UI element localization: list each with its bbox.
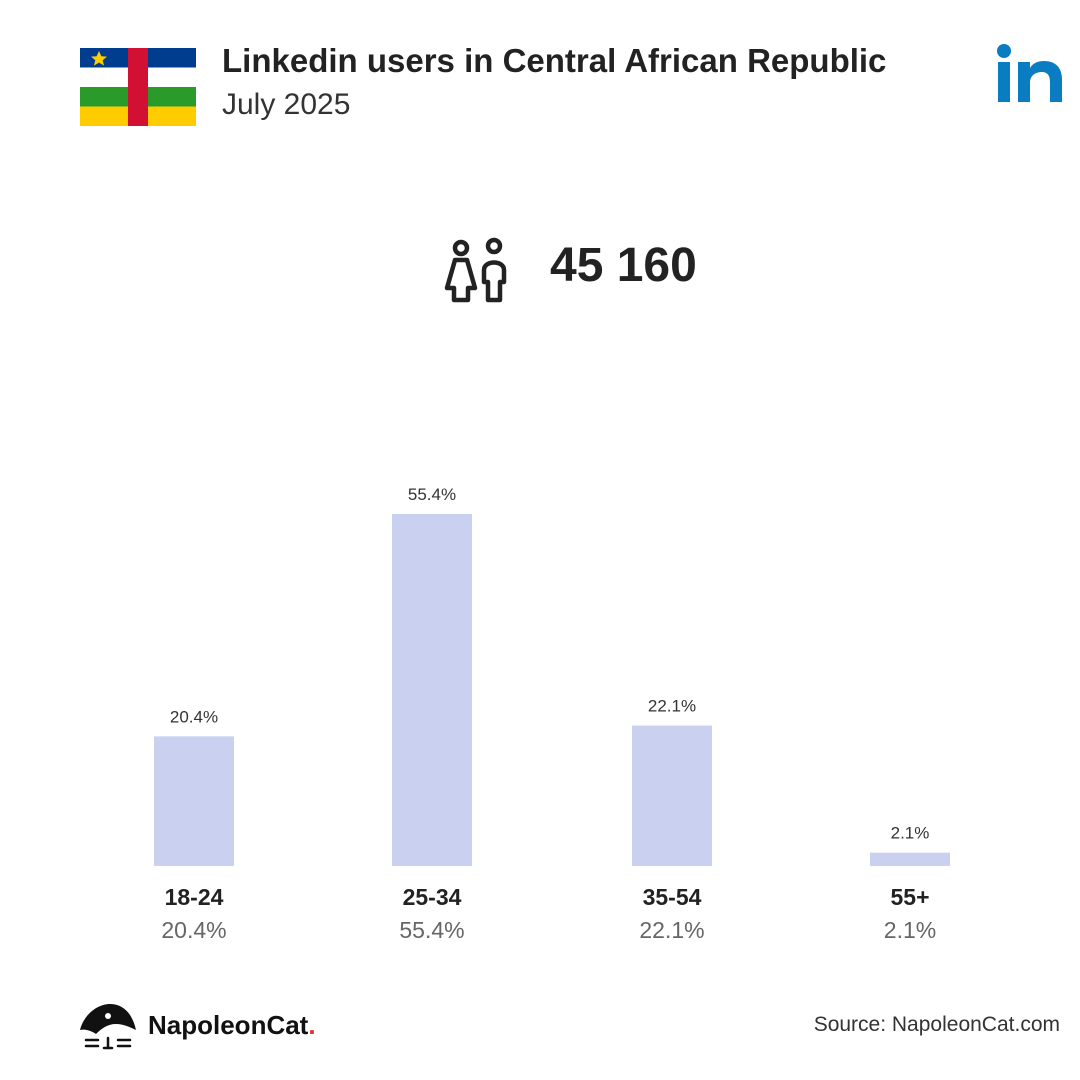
bar-25-34 [392, 514, 472, 866]
users-icon [444, 237, 507, 303]
page-subtitle: July 2025 [222, 88, 351, 121]
bar-18-24 [154, 736, 234, 866]
category-value-25-34: 55.4% [399, 917, 465, 943]
category-label-18-24: 18-24 [164, 884, 224, 910]
total-users-value: 45 160 [550, 239, 697, 292]
central-african-republic-flag-icon [80, 48, 196, 126]
brand-name: NapoleonCat. [148, 1010, 316, 1040]
source-link[interactable]: Source: NapoleonCat.com [813, 1013, 1060, 1036]
category-label-55-plus: 55+ [890, 884, 930, 910]
bar-value-label-35-54: 22.1% [648, 697, 696, 716]
category-value-18-24: 20.4% [161, 917, 227, 943]
category-label-35-54: 35-54 [642, 884, 702, 910]
napoleoncat-logo-icon [80, 1004, 136, 1050]
category-value-35-54: 22.1% [639, 917, 705, 943]
page-title: Linkedin users in Central African Republ… [222, 42, 887, 79]
bar-value-label-55-plus: 2.1% [891, 824, 930, 843]
linkedin-logo-icon [997, 44, 1062, 102]
bar-value-label-25-34: 55.4% [408, 485, 456, 504]
category-value-55-plus: 2.1% [883, 917, 937, 943]
category-label-25-34: 25-34 [402, 884, 462, 910]
bar-35-54 [632, 725, 712, 866]
bar-55-plus [870, 852, 950, 866]
bar-value-label-18-24: 20.4% [170, 707, 218, 726]
